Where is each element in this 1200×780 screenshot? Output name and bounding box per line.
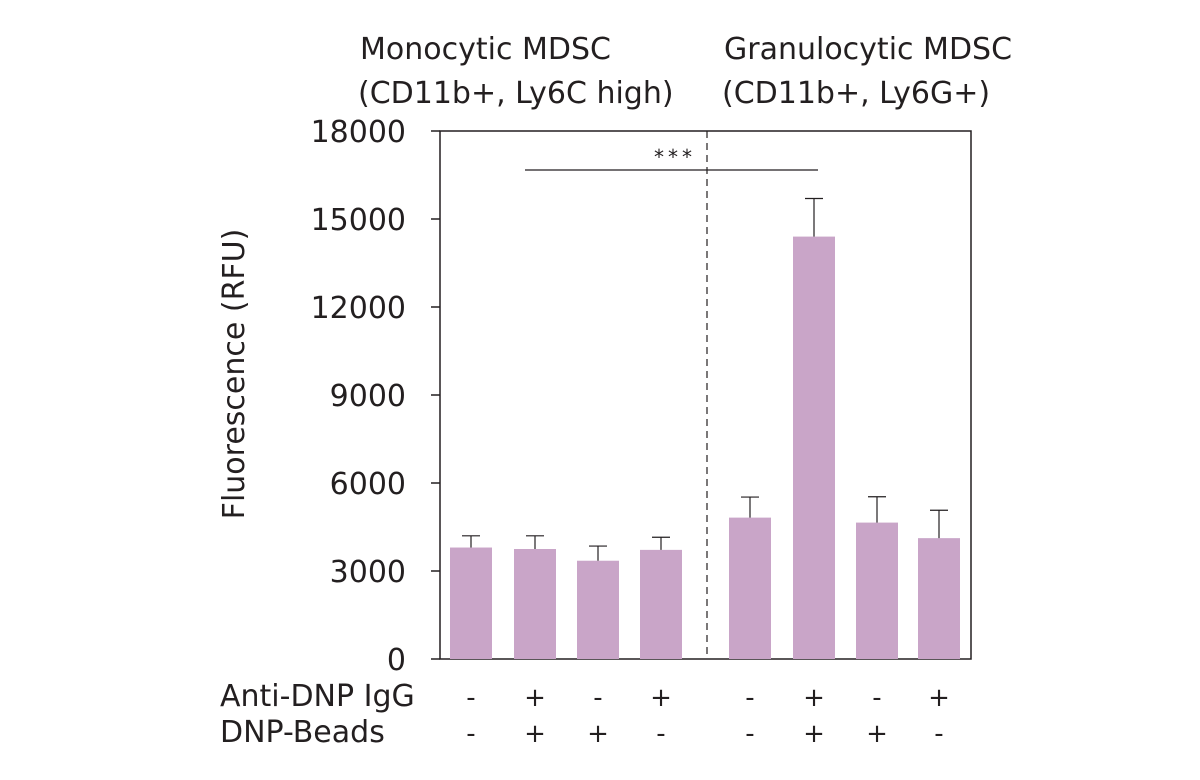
condition-row-label: Anti-DNP IgG	[220, 679, 415, 714]
condition-table: Anti-DNP IgG - + - + - + - + DNP-Beads - + + - - + + -	[220, 679, 950, 750]
y-tick-label: 0	[387, 643, 406, 678]
condition-sign: -	[872, 683, 881, 713]
condition-sign: -	[656, 719, 665, 749]
condition-sign: +	[524, 719, 546, 749]
condition-sign: +	[803, 683, 825, 713]
bar	[577, 560, 619, 659]
condition-sign: +	[587, 719, 609, 749]
condition-sign: +	[803, 719, 825, 749]
condition-sign: +	[866, 719, 888, 749]
y-tick-label: 12000	[311, 291, 406, 326]
condition-sign: -	[593, 683, 602, 713]
group-title-granulocytic-line2: (CD11b+, Ly6G+)	[722, 76, 990, 111]
condition-sign: +	[650, 683, 672, 713]
bar	[729, 517, 771, 659]
group-title-granulocytic-line1: Granulocytic MDSC	[724, 32, 1012, 67]
bar	[793, 236, 835, 659]
bars	[450, 197, 960, 659]
condition-sign: +	[524, 683, 546, 713]
condition-sign: -	[466, 683, 475, 713]
condition-row-label: DNP-Beads	[220, 715, 385, 750]
bar	[640, 549, 682, 659]
condition-sign: +	[928, 683, 950, 713]
y-axis-ticks: 0 3000 6000 9000 12000 15000 18000	[311, 115, 440, 678]
bar	[918, 538, 960, 659]
bar	[514, 549, 556, 659]
y-tick-label: 3000	[330, 555, 406, 590]
condition-sign: -	[466, 719, 475, 749]
bar	[856, 522, 898, 659]
y-tick-label: 15000	[311, 203, 406, 238]
y-tick-label: 9000	[330, 379, 406, 414]
group-title-monocytic-line2: (CD11b+, Ly6C high)	[358, 76, 674, 111]
condition-sign: -	[934, 719, 943, 749]
bar	[450, 547, 492, 659]
group-title-monocytic-line1: Monocytic MDSC	[360, 32, 611, 67]
condition-sign: -	[745, 683, 754, 713]
condition-sign: -	[745, 719, 754, 749]
significance-stars: ***	[654, 145, 696, 169]
y-axis-label: Fluorescence (RFU)	[217, 229, 252, 520]
y-tick-label: 18000	[311, 115, 406, 150]
y-tick-label: 6000	[330, 467, 406, 502]
